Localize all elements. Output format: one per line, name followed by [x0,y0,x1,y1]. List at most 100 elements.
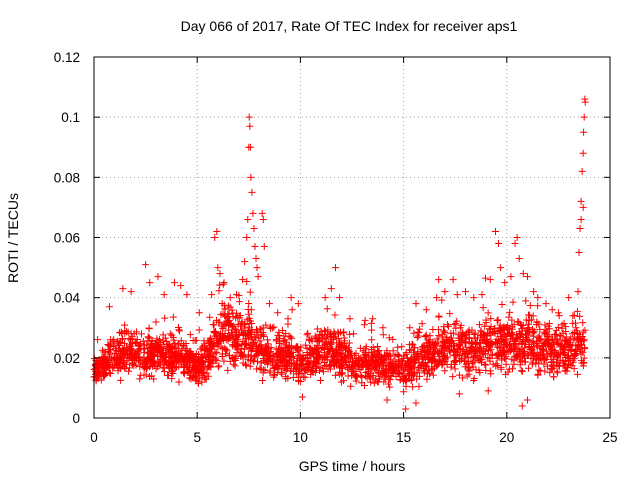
data-point [136,375,144,383]
data-point [170,336,178,344]
data-point [469,363,477,371]
data-point [479,336,487,344]
data-point [435,332,443,340]
data-point [158,349,166,357]
data-point [414,349,422,357]
data-point [438,296,446,304]
data-point [415,358,423,366]
data-point [382,366,390,374]
data-point [420,369,428,377]
data-point [477,345,485,353]
data-point [127,330,135,338]
data-point [127,288,135,296]
data-point [149,352,157,360]
data-point [155,342,163,350]
data-point [554,369,562,377]
data-point [314,351,322,359]
data-point [166,343,174,351]
data-point [126,342,134,350]
data-point [452,356,460,364]
data-point [462,330,470,338]
data-point [510,360,518,368]
data-point [408,361,416,369]
data-point [211,327,219,335]
data-point [214,363,222,371]
data-point [565,354,573,362]
data-point [236,348,244,356]
data-point [491,227,499,235]
data-point [334,351,342,359]
data-point [361,351,369,359]
data-point [233,309,241,317]
data-point [404,367,412,375]
data-point [247,306,255,314]
data-point [311,368,319,376]
data-point [525,324,533,332]
data-point [237,349,245,357]
data-point [579,319,587,327]
data-point [99,357,107,365]
data-point [330,362,338,370]
data-point [206,313,214,321]
data-point [552,326,560,334]
data-point [293,361,301,369]
data-point [278,351,286,359]
data-point [246,143,254,151]
data-point [562,333,570,341]
x-tick-label: 15 [396,430,411,445]
data-point [154,347,162,355]
data-point [152,340,160,348]
y-tick-label: 0.12 [54,50,80,65]
data-point [463,372,471,380]
data-point [483,332,491,340]
data-point [507,273,515,281]
data-point [401,364,409,372]
data-point [484,354,492,362]
data-point [280,332,288,340]
data-point [575,249,583,257]
data-point [446,339,454,347]
data-point [315,357,323,365]
data-point [487,370,495,378]
data-point [192,359,200,367]
data-point [317,376,325,384]
data-point [128,346,136,354]
data-point [508,355,516,363]
data-point [395,369,403,377]
data-point [168,375,176,383]
data-point [414,332,422,340]
data-point [363,362,371,370]
data-point [450,346,458,354]
data-point [416,372,424,380]
data-point [438,346,446,354]
data-point [125,334,133,342]
data-point [487,346,495,354]
data-point [277,343,285,351]
data-point [439,337,447,345]
data-point [372,364,380,372]
data-point [169,313,177,321]
data-point [232,327,240,335]
data-point [252,255,260,263]
data-point [221,350,229,358]
data-point [519,270,527,278]
data-point [106,349,114,357]
data-points [90,95,589,413]
data-point [373,378,381,386]
data-point [190,368,198,376]
data-point [514,353,522,361]
data-point [525,340,533,348]
data-point [215,287,223,295]
data-point [284,359,292,367]
data-point [272,345,280,353]
data-point [504,322,512,330]
data-point [575,336,583,344]
data-point [446,310,454,318]
data-point [336,359,344,367]
data-point [482,366,490,374]
data-point [182,347,190,355]
data-point [128,333,136,341]
data-point [549,335,557,343]
data-point [130,362,138,370]
data-point [506,346,514,354]
